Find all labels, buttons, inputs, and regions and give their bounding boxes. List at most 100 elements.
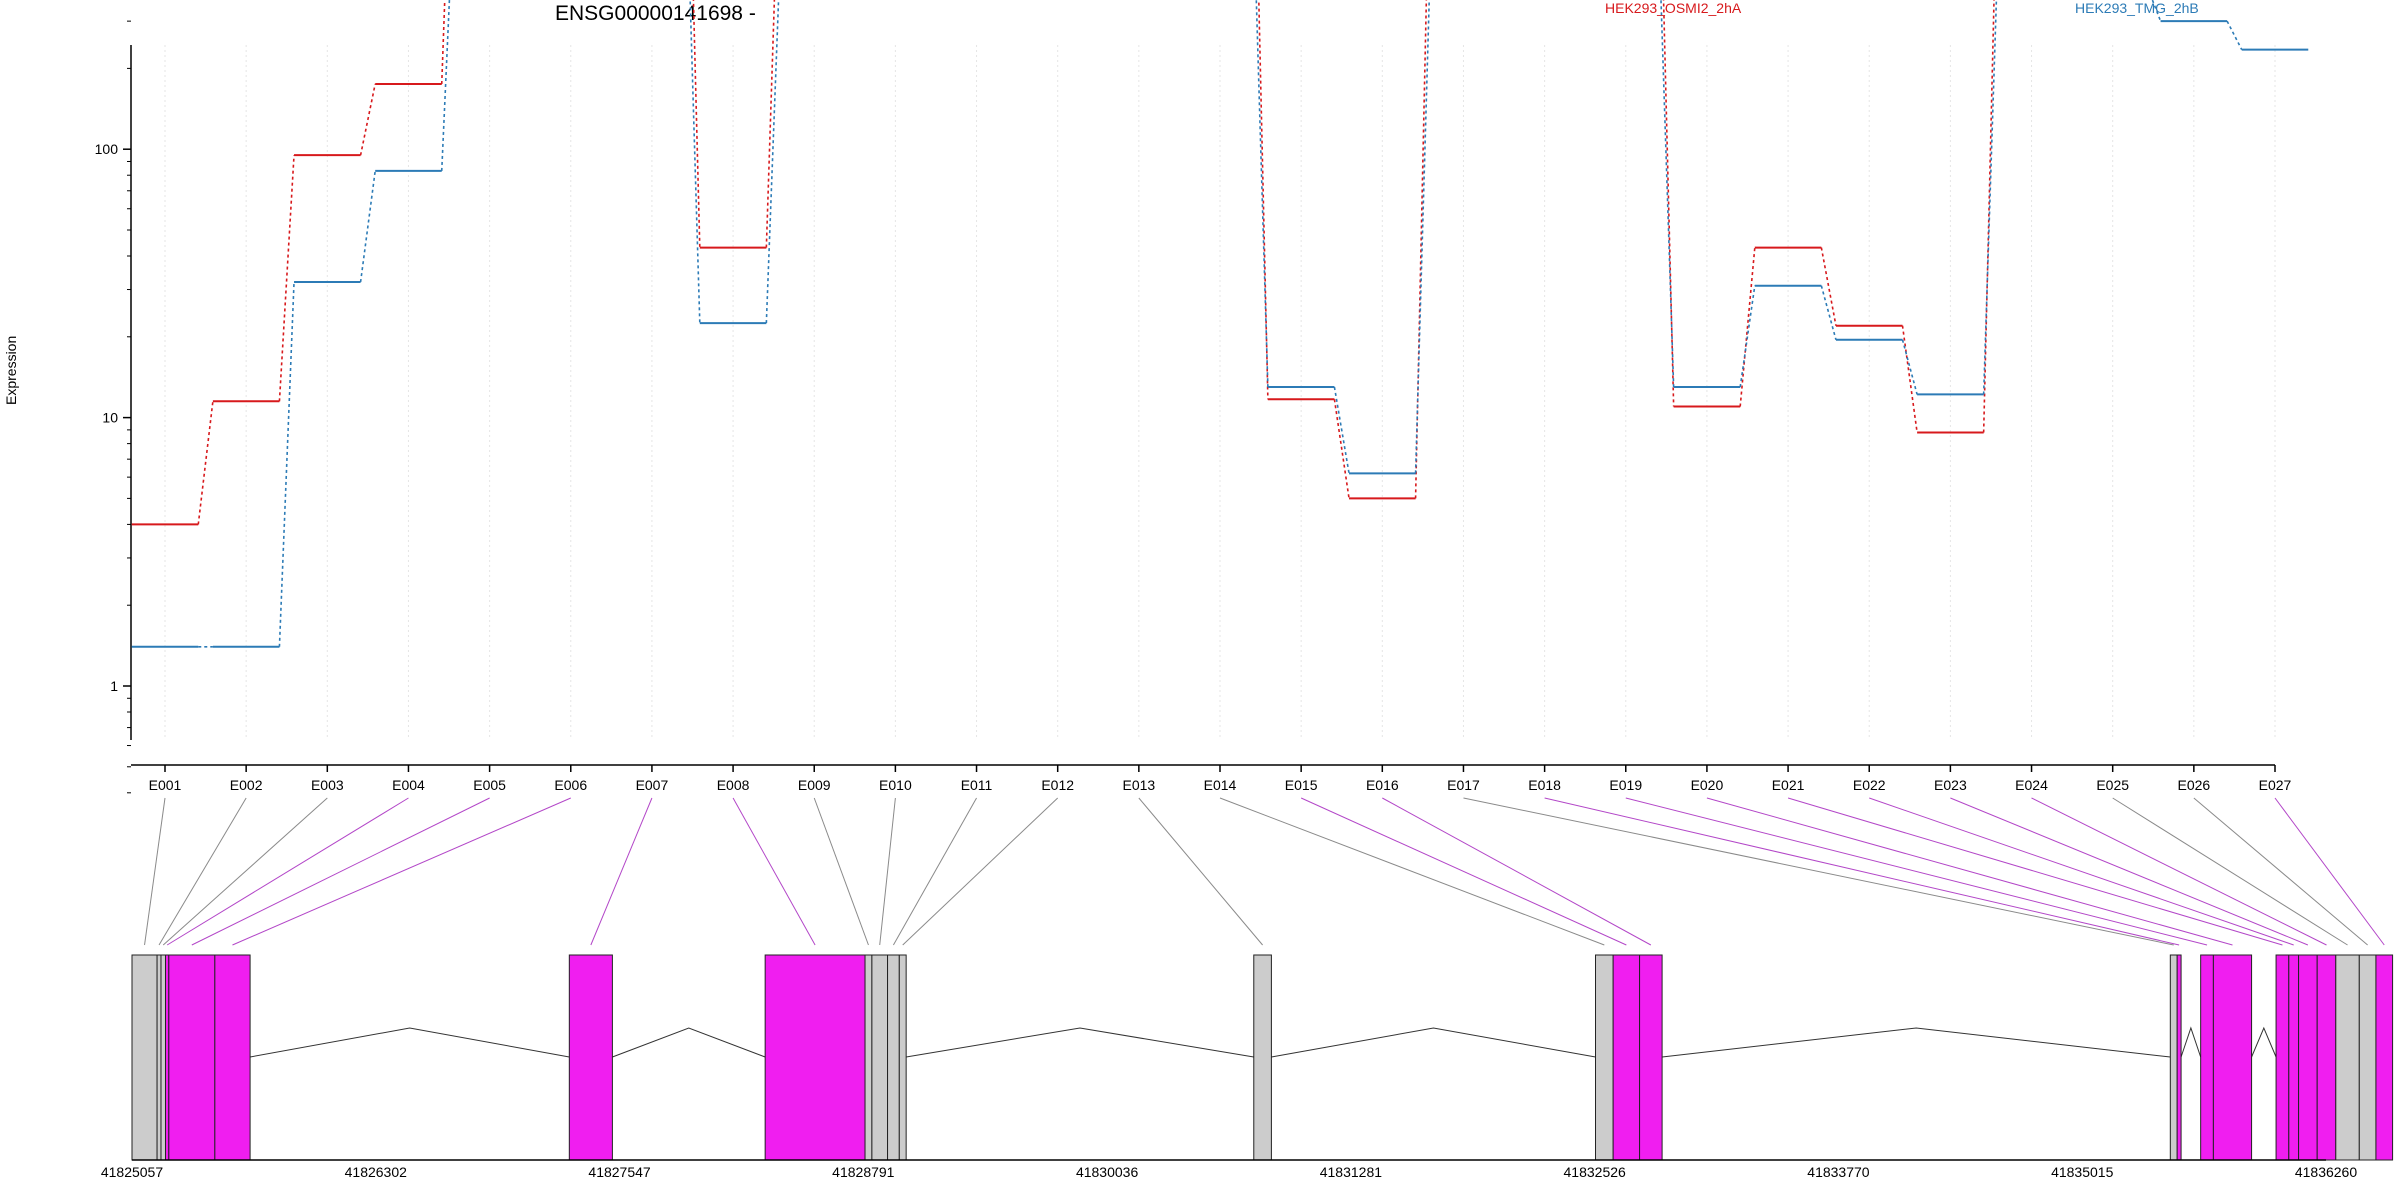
x-tick-label-e005: E005 [473,777,506,793]
exon-link-e005 [191,797,490,946]
coordinate-label-41831281: 41831281 [1320,1164,1383,1180]
x-tick-label-e008: E008 [717,777,750,793]
series-tmg-connector [1739,285,1756,388]
x-tick-label-e025: E025 [2096,777,2129,793]
series-osmi2-connector [197,401,214,525]
exon-box-e026 [2358,954,2377,1161]
intron-2 [612,1027,766,1058]
exon-link-e006 [232,797,571,946]
exon-link-e027 [2274,797,2385,946]
series-osmi2-connector [1739,247,1756,407]
x-tick-label-e012: E012 [1041,777,1074,793]
exon-link-e003 [162,797,328,946]
x-tick-label-e013: E013 [1122,777,1155,793]
intron-6 [2180,1026,2202,1058]
exon-link-e001 [144,797,166,946]
series-tmg-connector [440,0,451,171]
exon-box-e009 [864,954,873,1161]
exon-box-e018 [2176,954,2182,1161]
exon-box-e021 [2275,954,2290,1161]
exon-link-e022 [1869,797,2294,946]
intron-5 [1662,1027,2171,1058]
series-osmi2-connector [1901,325,1918,433]
x-tick-label-e004: E004 [392,777,425,793]
coordinate-label-41836260: 41836260 [2295,1164,2358,1180]
exon-link-e021 [1787,797,2283,946]
exon-box-e016 [1639,954,1663,1161]
exon-box-e022 [2288,954,2300,1161]
exon-link-e018 [1544,797,2180,946]
x-tick-label-e027: E027 [2259,777,2292,793]
x-tick-label-e003: E003 [311,777,344,793]
series-tmg-connector [278,281,295,647]
chart-title: ENSG00000141698 - [555,2,756,25]
x-tick-label-e007: E007 [636,777,669,793]
coordinate-label-41833770: 41833770 [1807,1164,1870,1180]
x-tick-label-e014: E014 [1204,777,1237,793]
coordinate-label-41827547: 41827547 [588,1164,651,1180]
x-tick-label-e015: E015 [1285,777,1318,793]
exon-link-e010 [879,797,896,946]
exon-link-e023 [1950,797,2309,946]
exon-box-e015 [1612,954,1641,1161]
series-tmg-connector [689,0,701,324]
intron-1 [250,1027,570,1058]
series-tmg-connector [2226,20,2243,50]
exon-box-e014 [1595,954,1614,1161]
exon-link-e015 [1300,797,1627,946]
series-osmi2-connector [692,0,701,248]
exon-box-e017 [2169,954,2178,1161]
coordinate-label-41826302: 41826302 [345,1164,408,1180]
x-tick-label-e020: E020 [1691,777,1724,793]
x-tick-label-e016: E016 [1366,777,1399,793]
exon-box-e002 [156,954,162,1161]
intron-3 [906,1027,1254,1058]
legend-series-osmi2: HEK293_OSMI2_2hA [1605,0,1742,16]
exon-link-e002 [158,797,247,946]
x-tick-label-e006: E006 [554,777,587,793]
series-osmi2-connector [359,83,376,156]
exon-box-e019 [2200,954,2214,1161]
exon-box-e012 [898,954,907,1161]
exon-link-e019 [1625,797,2208,946]
x-tick-label-e018: E018 [1528,777,1561,793]
exon-link-e011 [892,797,977,946]
y-tick-label-100: 100 [95,141,119,157]
series-osmi2-connector [1820,247,1837,326]
exon-link-e008 [732,797,816,946]
exon-box-e003 [160,954,166,1161]
intron-4 [1271,1027,1596,1058]
exon-link-e014 [1219,797,1605,946]
x-tick-label-e024: E024 [2015,777,2048,793]
legend-series-tmg: HEK293_TMG_2hB [2075,0,2199,16]
series-osmi2-connector [1258,0,1269,400]
exon-box-e027 [2375,954,2394,1161]
coordinate-label-41828791: 41828791 [832,1164,895,1180]
series-osmi2-connector [1662,0,1675,407]
exon-link-e004 [166,797,409,946]
exon-link-e007 [590,797,653,946]
coordinate-label-41832526: 41832526 [1564,1164,1627,1180]
exon-box-e008 [764,954,866,1161]
series-tmg-connector [765,0,780,324]
exon-box-e007 [568,954,613,1161]
exon-box-e013 [1253,954,1272,1161]
x-tick-label-e009: E009 [798,777,831,793]
exon-box-e024 [2316,954,2337,1161]
exon-link-e009 [813,797,869,946]
x-tick-label-e011: E011 [961,777,993,793]
x-tick-label-e001: E001 [149,777,182,793]
series-tmg-connector [359,170,376,283]
exon-link-e012 [902,797,1059,946]
coordinate-label-41835015: 41835015 [2051,1164,2114,1180]
exon-box-e005 [168,954,216,1161]
intron-7 [2251,1026,2277,1058]
series-osmi2-connector [1333,399,1350,499]
series-osmi2-connector [278,155,295,402]
coordinate-label-41825057: 41825057 [101,1164,164,1180]
exon-box-e011 [887,954,900,1161]
x-tick-label-e017: E017 [1447,777,1480,793]
series-tmg-connector [1333,386,1350,474]
exon-box-e025 [2335,954,2360,1161]
